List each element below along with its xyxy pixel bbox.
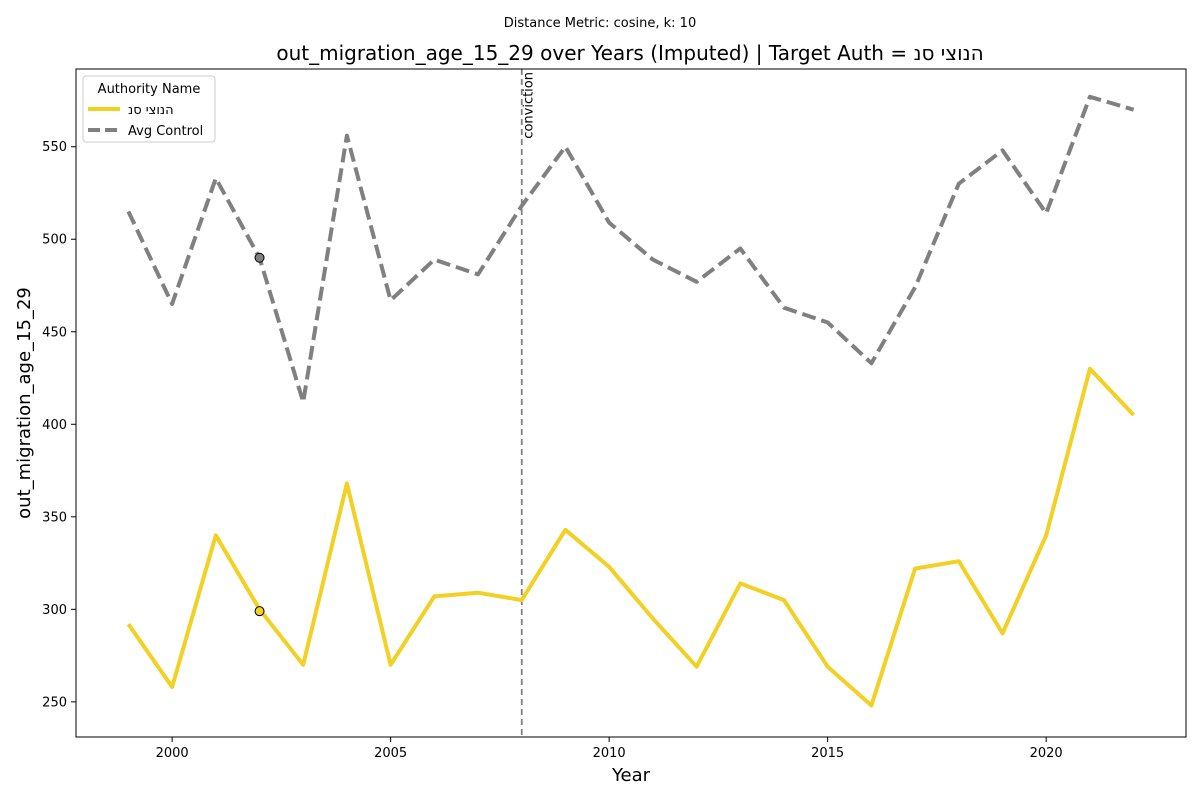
x-tick-label: 2005	[374, 746, 407, 761]
series-line-control	[126, 94, 1135, 405]
legend: Authority Name הנוצי סנ Avg Control	[82, 75, 216, 143]
highlight-marker	[254, 606, 265, 617]
target-data-point	[782, 598, 786, 602]
target-data-point	[869, 704, 873, 708]
target-data-point	[301, 663, 305, 667]
control-data-point	[520, 204, 524, 208]
plot-area: conviction	[126, 69, 1136, 737]
chart-title: out_migration_age_15_29 over Years (Impu…	[276, 41, 983, 65]
y-tick-label: 300	[42, 603, 67, 618]
control-data-point	[913, 285, 917, 289]
target-data-point	[607, 565, 611, 569]
control-data-point	[782, 306, 786, 310]
series-line-target	[126, 366, 1136, 708]
target-data-point	[520, 598, 524, 602]
y-tick-label: 550	[42, 140, 67, 155]
target-data-point	[1132, 413, 1136, 417]
y-tick-label: 500	[42, 233, 67, 248]
target-data-point	[738, 581, 742, 585]
target-data-point	[1088, 367, 1092, 371]
legend-title: Authority Name	[98, 82, 201, 97]
x-tick-label: 2010	[593, 746, 626, 761]
target-data-point	[1000, 631, 1004, 635]
control-data-point	[607, 221, 611, 225]
target-data-point	[214, 533, 218, 537]
control-data-point	[126, 209, 130, 213]
target-data-point	[651, 617, 655, 621]
target-data-point	[170, 685, 174, 689]
target-data-point	[826, 665, 830, 669]
target-data-point	[1044, 533, 1048, 537]
control-data-point	[389, 298, 393, 302]
target-data-point	[345, 481, 349, 485]
control-data-point	[869, 361, 873, 365]
control-data-point	[1088, 95, 1092, 99]
target-data-point	[913, 567, 917, 571]
control-data-point	[476, 272, 480, 276]
y-tick-label: 250	[42, 695, 67, 710]
control-data-point	[738, 246, 742, 250]
y-tick-label: 350	[42, 510, 67, 525]
conviction-label: conviction	[522, 72, 537, 139]
x-tick-label: 2015	[811, 746, 844, 761]
x-tick-label: 2020	[1030, 746, 1063, 761]
control-data-point	[170, 302, 174, 306]
target-data-point	[126, 622, 130, 626]
target-data-point	[476, 591, 480, 595]
control-data-point	[1000, 148, 1004, 152]
legend-label-control: Avg Control	[128, 124, 203, 139]
x-axis-label: Year	[611, 765, 651, 786]
x-tick-label: 2000	[156, 746, 189, 761]
control-data-point	[1132, 108, 1136, 112]
axis-ticks: 2000 2005 2010 2015 2020 250 300 350 400 450 500 55…	[42, 140, 1063, 761]
control-data-point	[651, 258, 655, 262]
control-data-point	[301, 400, 305, 404]
y-tick-label: 450	[42, 325, 67, 340]
target-data-point	[432, 594, 436, 598]
chart-suptitle: Distance Metric: cosine, k: 10	[504, 16, 696, 31]
control-data-point	[1044, 211, 1048, 215]
control-data-point	[563, 145, 567, 149]
control-data-point	[345, 134, 349, 138]
control-data-point	[695, 280, 699, 284]
target-data-point	[389, 663, 393, 667]
control-data-point	[826, 321, 830, 325]
control-data-point	[957, 182, 961, 186]
y-axis-label: out_migration_age_15_29	[14, 287, 35, 519]
axes-frame	[75, 68, 1187, 738]
y-tick-label: 400	[42, 418, 67, 433]
highlight-marker	[254, 252, 265, 263]
target-data-point	[563, 528, 567, 532]
control-data-point	[432, 258, 436, 262]
legend-box	[82, 75, 216, 143]
target-data-point	[957, 559, 961, 563]
target-data-point	[695, 665, 699, 669]
legend-label-target: הנוצי סנ	[128, 103, 174, 118]
control-data-point	[214, 176, 218, 180]
